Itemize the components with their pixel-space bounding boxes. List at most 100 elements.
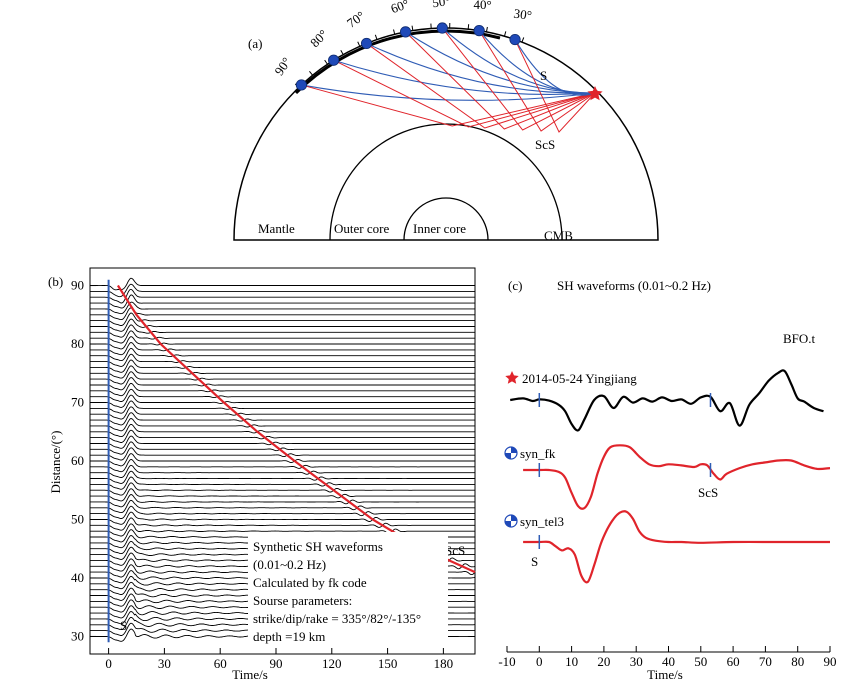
b-s-label: S — [120, 618, 127, 633]
synthetic-trace — [90, 277, 475, 291]
x-tick-label: 120 — [322, 656, 342, 671]
angle-label: 70° — [344, 8, 368, 31]
direct-ray — [514, 39, 596, 96]
c-x-tick-label: 70 — [759, 654, 772, 669]
synthetic-trace — [90, 342, 475, 356]
station-arc — [294, 29, 501, 95]
synthetic-trace — [90, 382, 475, 397]
angle-label: 60° — [389, 0, 411, 16]
c-x-tick-label: 80 — [791, 654, 804, 669]
trace-label-syn-tel3: syn_tel3 — [520, 514, 564, 529]
angle-label: 30° — [513, 6, 533, 23]
b-x-axis-label: Time/s — [232, 667, 268, 682]
comparison-trace — [523, 510, 830, 584]
event-star-icon — [505, 371, 519, 384]
panel-b-synthetic-section: (b) 0 30 60 90 120 150 180 30 40 50 60 70 80 90 Time… — [48, 267, 476, 682]
c-s-label: S — [531, 554, 538, 569]
arc-tick — [467, 24, 470, 30]
synthetic-trace — [90, 523, 475, 537]
reflected-ray — [333, 59, 596, 128]
annotation-line: strike/dip/rake = 335°/82°/-135° — [253, 611, 421, 626]
ray-paths — [301, 27, 596, 133]
station-marker — [295, 79, 308, 91]
y-tick-label: 70 — [71, 395, 84, 410]
direct-ray — [366, 42, 596, 94]
angle-label: 40° — [474, 0, 492, 12]
b-y-axis-label: Distance/(°) — [48, 431, 63, 494]
panel-b-label: (b) — [48, 274, 63, 289]
synthetic-trace — [90, 394, 475, 408]
synthetic-trace — [90, 330, 475, 344]
panel-a-earth-diagram: (a) 90° 80° 70° 60° 50° 40° 30° S ScS Mantle O… — [233, 0, 659, 243]
annotation-line: (0.01~0.2 Hz) — [253, 557, 326, 572]
angle-label: 80° — [307, 27, 330, 50]
synthetic-trace — [90, 388, 475, 402]
panel-a-label: (a) — [248, 36, 262, 51]
outer-core-label: Outer core — [334, 221, 389, 236]
direct-ray — [301, 84, 596, 101]
synthetic-trace — [90, 365, 475, 379]
synthetic-trace — [90, 453, 475, 467]
synthetic-trace — [90, 288, 475, 304]
station-marker — [360, 37, 373, 50]
synthetic-trace — [90, 312, 475, 326]
annotation-background — [248, 532, 448, 647]
synthetic-trace — [90, 324, 475, 338]
x-tick-label: 0 — [105, 656, 112, 671]
y-axis-ticks: 30 40 50 60 70 80 90 — [71, 278, 96, 643]
synthetic-trace — [90, 517, 475, 531]
phase-markers — [538, 393, 712, 549]
station-name: BFO.t — [783, 331, 816, 346]
angle-label: 90° — [271, 55, 294, 79]
synthetic-trace — [90, 470, 475, 484]
x-tick-label: 90 — [269, 656, 282, 671]
x-tick-label: 150 — [378, 656, 398, 671]
synthetic-trace — [90, 318, 475, 332]
station-marker — [436, 22, 448, 34]
y-tick-label: 90 — [71, 278, 84, 293]
x-tick-label: 60 — [214, 656, 227, 671]
synthetic-trace — [90, 283, 475, 298]
angle-label: 50° — [431, 0, 451, 10]
arc-tick — [393, 29, 396, 35]
annotation-line: Sourse parameters: — [253, 593, 352, 608]
synthetic-trace — [90, 307, 475, 321]
synthetic-trace — [90, 476, 475, 490]
scs-arrival-curve — [116, 284, 476, 574]
arc-ticks — [294, 23, 525, 88]
c-x-tick-label: 10 — [565, 654, 578, 669]
synthetic-trace — [90, 371, 475, 385]
comparison-trace — [510, 369, 824, 432]
synthetic-trace — [90, 488, 475, 502]
direct-ray — [441, 27, 596, 94]
c-x-tick-label: -10 — [498, 654, 515, 669]
panel-c-label: (c) — [508, 278, 522, 293]
b-scs-label: ScS — [445, 543, 465, 558]
synthetic-trace — [90, 435, 475, 449]
synthetic-trace — [90, 494, 475, 508]
inner-core-boundary — [403, 197, 489, 241]
reflected-ray — [366, 43, 596, 129]
comparison-trace — [523, 444, 831, 510]
synthetic-trace — [90, 482, 475, 496]
arc-tick — [411, 25, 414, 31]
synthetic-trace — [90, 412, 475, 426]
inner-core-label: Inner core — [413, 221, 466, 236]
station-marker — [473, 25, 485, 37]
synthetic-annotation: Synthetic SH waveforms (0.01~0.2 Hz) Cal… — [248, 532, 448, 647]
synthetic-trace — [90, 464, 475, 479]
beachball-icon — [504, 514, 518, 528]
reflected-ray — [441, 27, 596, 131]
trace-label-observed: 2014-05-24 Yingjiang — [522, 371, 637, 386]
reflected-ray — [514, 39, 596, 133]
synthetic-trace — [90, 423, 475, 438]
x-tick-label: 30 — [158, 656, 171, 671]
c-x-tick-label: 30 — [630, 654, 643, 669]
y-tick-label: 40 — [71, 570, 84, 585]
y-tick-label: 80 — [71, 336, 84, 351]
synthetic-trace — [90, 418, 475, 432]
reflected-ray — [478, 30, 596, 132]
station-marker — [509, 33, 521, 46]
cmb-label: CMB — [544, 228, 573, 243]
